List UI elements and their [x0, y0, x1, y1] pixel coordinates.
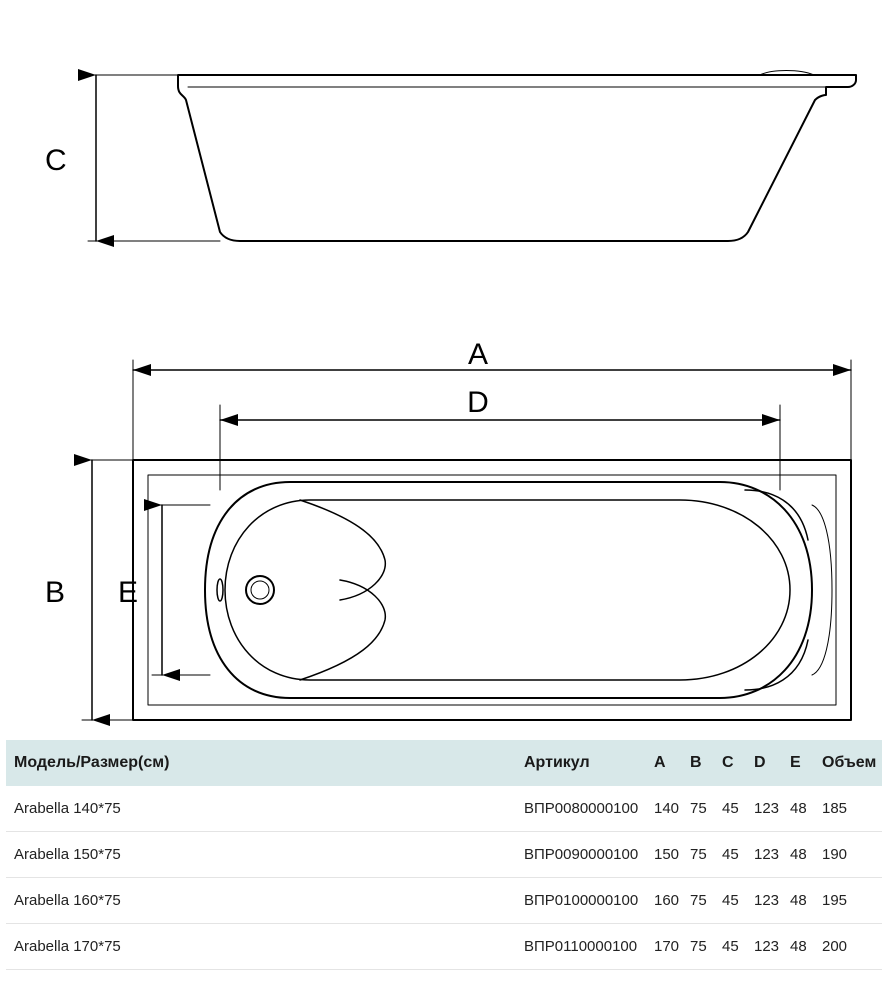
dim-label-b: B: [45, 576, 65, 609]
cell-c: 45: [714, 892, 746, 909]
dim-label-d: D: [467, 386, 489, 419]
col-d: D: [746, 754, 782, 772]
cell-e: 48: [782, 800, 814, 817]
col-volume: Объем: [814, 754, 874, 772]
table-row: Arabella 140*75 ВПР0080000100 140 75 45 …: [6, 786, 882, 832]
side-elevation: C: [45, 71, 856, 242]
dim-label-c: C: [45, 144, 67, 177]
cell-e: 48: [782, 938, 814, 955]
technical-drawing: C A D: [0, 0, 888, 740]
cell-sku: ВПР0100000100: [516, 892, 646, 909]
col-c: C: [714, 754, 746, 772]
cell-a: 140: [646, 800, 682, 817]
cell-b: 75: [682, 846, 714, 863]
cell-b: 75: [682, 938, 714, 955]
col-b: B: [682, 754, 714, 772]
dim-label-a: A: [468, 338, 488, 371]
cell-sku: ВПР0110000100: [516, 938, 646, 955]
cell-volume: 185: [814, 800, 874, 817]
table-row: Arabella 170*75 ВПР0110000100 170 75 45 …: [6, 924, 882, 970]
cell-c: 45: [714, 938, 746, 955]
table-row: Arabella 150*75 ВПР0090000100 150 75 45 …: [6, 832, 882, 878]
cell-volume: 200: [814, 938, 874, 955]
table-header-row: Модель/Размер(см) Артикул A B C D E Объе…: [6, 740, 882, 786]
cell-volume: 195: [814, 892, 874, 909]
dim-label-e: E: [118, 576, 138, 609]
cell-b: 75: [682, 892, 714, 909]
cell-model: Arabella 140*75: [6, 800, 516, 817]
cell-d: 123: [746, 938, 782, 955]
cell-e: 48: [782, 892, 814, 909]
cell-sku: ВПР0080000100: [516, 800, 646, 817]
cell-c: 45: [714, 846, 746, 863]
cell-d: 123: [746, 800, 782, 817]
cell-model: Arabella 170*75: [6, 938, 516, 955]
cell-d: 123: [746, 846, 782, 863]
spec-table: Модель/Размер(см) Артикул A B C D E Объе…: [6, 740, 882, 970]
col-model: Модель/Размер(см): [6, 754, 516, 772]
cell-e: 48: [782, 846, 814, 863]
cell-b: 75: [682, 800, 714, 817]
col-sku: Артикул: [516, 754, 646, 772]
col-a: A: [646, 754, 682, 772]
col-e: E: [782, 754, 814, 772]
cell-a: 160: [646, 892, 682, 909]
cell-a: 170: [646, 938, 682, 955]
table-row: Arabella 160*75 ВПР0100000100 160 75 45 …: [6, 878, 882, 924]
cell-model: Arabella 160*75: [6, 892, 516, 909]
cell-a: 150: [646, 846, 682, 863]
cell-sku: ВПР0090000100: [516, 846, 646, 863]
cell-model: Arabella 150*75: [6, 846, 516, 863]
cell-c: 45: [714, 800, 746, 817]
cell-volume: 190: [814, 846, 874, 863]
plan-view: A D: [45, 338, 851, 720]
cell-d: 123: [746, 892, 782, 909]
